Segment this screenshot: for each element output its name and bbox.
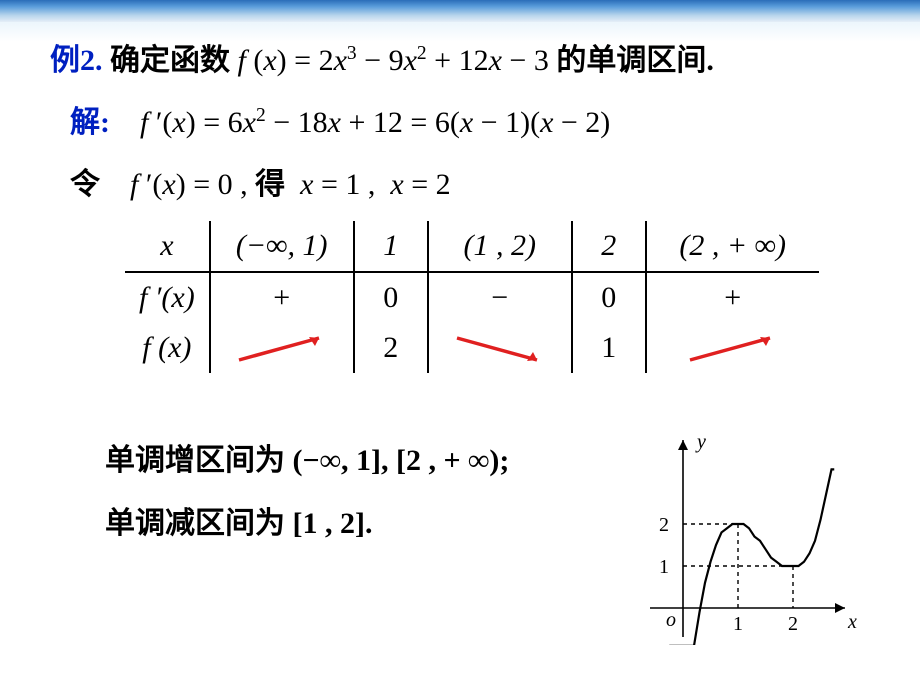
- inc-intervals: (−∞, 1], [2 , + ∞);: [293, 444, 510, 477]
- solution-line: 解: f ′(x) = 6x2 − 18x + 12 = 6(x − 1)(x …: [50, 97, 880, 141]
- up-arrow-icon: [678, 330, 788, 366]
- function-graph: y x o 1 2 1 2: [645, 430, 860, 645]
- increasing-intervals-line: 单调增区间为 (−∞, 1], [2 , + ∞);: [105, 429, 509, 492]
- col-interval: (2 , + ∞): [646, 221, 819, 272]
- sign-table: x (−∞, 1) 1 (1 , 2) 2 (2 , + ∞) f ′(x) +…: [125, 221, 819, 373]
- col-interval: (1 , 2): [428, 221, 572, 272]
- table-row: f (x) 2 1: [125, 323, 819, 373]
- up-arrow-icon: [227, 330, 337, 366]
- trend-cell: [210, 323, 354, 373]
- determine-fn-text: 确定函数: [110, 44, 230, 77]
- conclusion-block: 单调增区间为 (−∞, 1], [2 , + ∞); 单调减区间为 [1 , 2…: [105, 429, 509, 555]
- example-label: 例2.: [50, 44, 103, 77]
- set-zero-line: 令 f ′(x) = 0 , 得 x = 1 , x = 2: [50, 159, 880, 203]
- function-expression: f (x) = 2x3 − 9x2 + 12x − 3: [238, 44, 557, 77]
- col-interval: (−∞, 1): [210, 221, 354, 272]
- example-line: 例2. 确定函数 f (x) = 2x3 − 9x2 + 12x − 3 的单调…: [50, 35, 880, 79]
- dec-label: 单调减区间为: [105, 507, 285, 540]
- svg-text:o: o: [666, 609, 676, 631]
- sign-cell: −: [428, 272, 572, 323]
- derivative-factored: = 6(x − 1)(x − 2): [410, 106, 610, 139]
- solution-label: 解:: [70, 106, 110, 139]
- value-cell: 2: [354, 323, 428, 373]
- decreasing-intervals-line: 单调减区间为 [1 , 2].: [105, 492, 509, 555]
- derivative-expr: f ′(x) = 6x2 − 18x + 12: [140, 106, 410, 139]
- trend-cell: [428, 323, 572, 373]
- svg-text:y: y: [695, 431, 706, 453]
- svg-text:1: 1: [659, 556, 669, 578]
- sign-cell: +: [646, 272, 819, 323]
- row-header-x: x: [125, 221, 210, 272]
- dec-intervals: [1 , 2].: [293, 507, 373, 540]
- critical-points: x = 1 , x = 2: [293, 168, 451, 201]
- sign-cell: 0: [354, 272, 428, 323]
- obtain-text: 得: [255, 168, 285, 201]
- table-row: x (−∞, 1) 1 (1 , 2) 2 (2 , + ∞): [125, 221, 819, 272]
- sign-cell: 0: [572, 272, 646, 323]
- row-header-fprime: f ′(x): [125, 272, 210, 323]
- down-arrow-icon: [445, 330, 555, 366]
- monotone-interval-text: 的单调区间.: [556, 44, 714, 77]
- row-header-f: f (x): [125, 323, 210, 373]
- let-text: 令: [70, 168, 100, 201]
- trend-cell: [646, 323, 819, 373]
- fprime-zero: f ′(x) = 0 ,: [130, 168, 255, 201]
- table-row: f ′(x) + 0 − 0 +: [125, 272, 819, 323]
- value-cell: 1: [572, 323, 646, 373]
- svg-text:x: x: [847, 611, 857, 633]
- svg-text:2: 2: [788, 613, 798, 635]
- col-point: 1: [354, 221, 428, 272]
- inc-label: 单调增区间为: [105, 444, 285, 477]
- sign-cell: +: [210, 272, 354, 323]
- col-point: 2: [572, 221, 646, 272]
- svg-text:2: 2: [659, 514, 669, 536]
- svg-text:1: 1: [733, 613, 743, 635]
